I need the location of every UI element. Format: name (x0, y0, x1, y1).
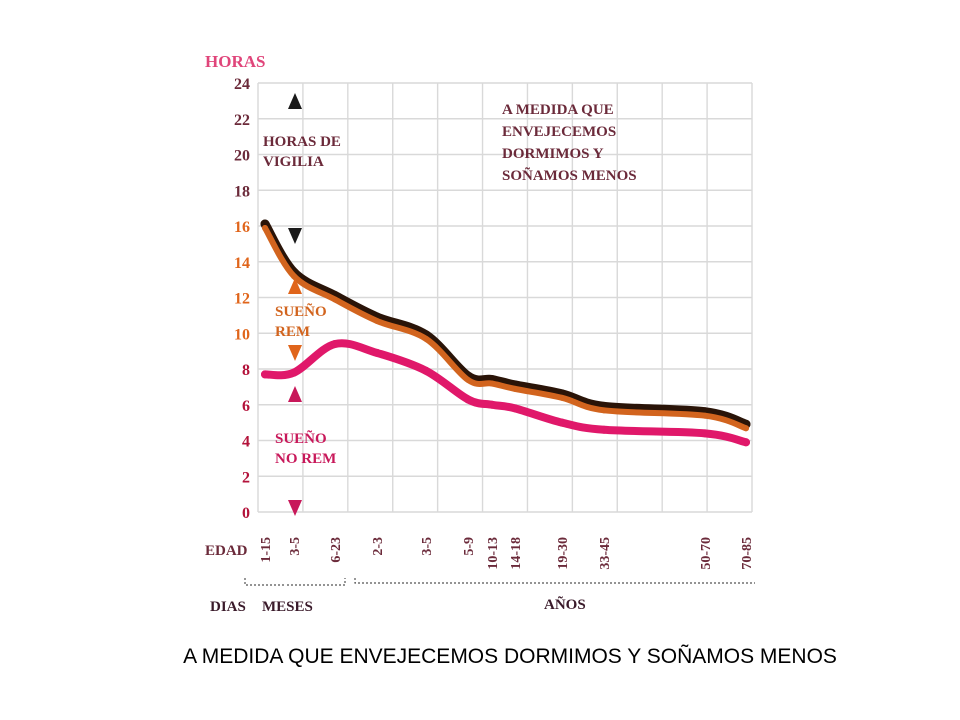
annotation-vigilia: HORAS DE (263, 134, 341, 150)
title-line-2: ENVEJECEMOS (502, 124, 616, 140)
series-point (742, 438, 750, 447)
annotation-rem: REM (275, 324, 310, 340)
annotation-vigilia: VIGILIA (263, 154, 324, 170)
y-tick-label: 20 (234, 148, 250, 165)
grid (257, 82, 753, 513)
x-tick-labels: 1-15 3-5 6-23 2-3 3-5 5-9 10-13 14-18 19-30 33-45… (259, 537, 755, 570)
y-tick-label: 16 (234, 219, 250, 236)
title-line-3: DORMIMOS Y (502, 146, 604, 162)
y-tick-label: 12 (234, 291, 250, 308)
series-point (511, 404, 519, 413)
series-lines (260, 219, 751, 447)
bracket-meses (287, 578, 346, 586)
series-point (423, 335, 429, 342)
annotation-arrows (288, 93, 302, 516)
series-line (261, 339, 750, 447)
title-line-4: SOÑAMOS MENOS (502, 166, 637, 184)
series-point (464, 395, 472, 404)
y-tick-label: 14 (234, 255, 250, 272)
arrow-up-icon (288, 386, 302, 402)
x-tick-label: 3-5 (288, 537, 303, 556)
series-point (465, 376, 471, 383)
x-tick-label: 50-70 (699, 537, 714, 570)
x-group-anos: AÑOS (544, 595, 586, 613)
series-line (260, 219, 751, 429)
x-tick-label: 3-5 (420, 537, 435, 556)
series-point (488, 400, 496, 409)
y-tick-label: 2 (242, 469, 250, 486)
series-point (489, 380, 495, 387)
arrow-up-icon (288, 278, 302, 294)
x-group-meses: MESES (262, 599, 313, 615)
y-tick-label: 4 (242, 434, 250, 451)
series-point (332, 296, 338, 303)
series-point (701, 429, 709, 438)
y-tick-label: 10 (234, 326, 250, 343)
annotation-norem: NO REM (275, 451, 336, 467)
x-tick-label: 19-30 (556, 537, 571, 570)
y-tick-label: 8 (242, 362, 250, 379)
series-point (290, 368, 298, 377)
x-tick-label: 33-45 (598, 537, 613, 570)
series-point (262, 225, 268, 231)
x-tick-label: 1-15 (259, 537, 274, 563)
series-point (291, 273, 297, 280)
title-note: A MEDIDA QUE ENVEJECEMOS DORMIMOS Y SOÑA… (502, 102, 637, 184)
series-point (512, 385, 518, 392)
series-point (601, 407, 607, 414)
caption: A MEDIDA QUE ENVEJECEMOS DORMIMOS Y SOÑA… (183, 645, 837, 668)
series-line (262, 225, 749, 432)
series-point (600, 425, 608, 434)
y-tick-label: 6 (242, 398, 250, 415)
x-tick-label: 14-18 (509, 537, 524, 570)
annotation-rem: SUEÑO (275, 302, 327, 320)
y-tick-label: 18 (234, 183, 250, 200)
y-tick-label: 22 (234, 112, 250, 129)
arrow-down-icon (288, 500, 302, 516)
y-axis-label: HORAS (205, 52, 265, 71)
x-group-brackets (244, 578, 755, 586)
x-tick-label: 6-23 (329, 537, 344, 563)
y-tick-label: 0 (242, 505, 250, 522)
title-line-1: A MEDIDA QUE (502, 102, 614, 118)
arrow-down-icon (288, 228, 302, 244)
x-tick-label: 10-13 (486, 537, 501, 570)
x-tick-label: 5-9 (462, 537, 477, 556)
series-point (559, 394, 565, 401)
x-tick-label: 2-3 (371, 537, 386, 556)
x-groups: DIAS MESES AÑOS (210, 595, 586, 615)
annotation-norem: SUEÑO (275, 429, 327, 447)
series-point (374, 317, 380, 324)
series-point (558, 418, 566, 427)
bracket-anos (354, 578, 755, 584)
series-point (422, 366, 430, 375)
y-tick-label: 24 (234, 76, 250, 93)
x-group-dias: DIAS (210, 599, 246, 615)
arrow-up-icon (288, 93, 302, 109)
x-tick-label: 70-85 (740, 537, 755, 570)
series-point (743, 425, 749, 432)
series-point (373, 348, 381, 357)
arrow-down-icon (288, 345, 302, 361)
series-point (331, 339, 339, 348)
series-point (702, 412, 708, 419)
annotations: HORAS DE VIGILIA SUEÑO REM SUEÑO NO REM (263, 134, 341, 467)
series-point (261, 370, 269, 379)
x-axis-label: EDAD (205, 543, 248, 559)
bracket-dias (244, 578, 285, 586)
